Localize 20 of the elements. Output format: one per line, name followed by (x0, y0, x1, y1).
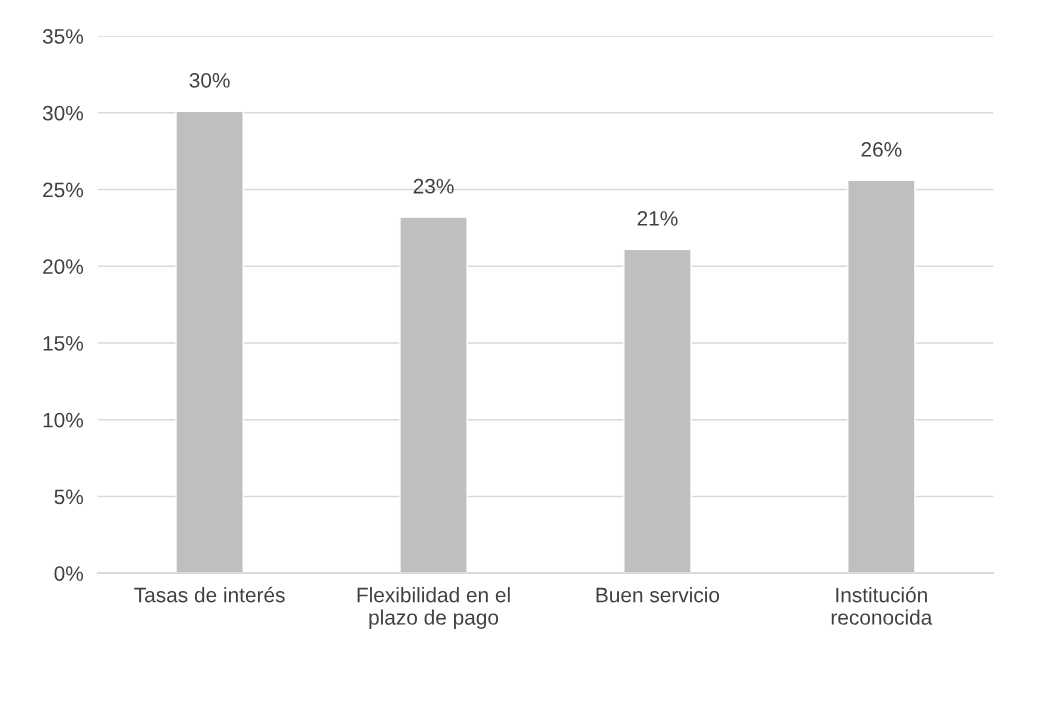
x-tick-label: Tasas de interés (134, 586, 285, 603)
data-label: 23% (413, 178, 454, 194)
y-tick-label: 5% (54, 489, 84, 505)
y-tick-label: 15% (43, 336, 84, 351)
y-tick-label: 35% (42, 29, 84, 44)
data-label: 30% (189, 72, 230, 88)
data-label: 21% (637, 211, 678, 226)
y-tick-label: 20% (43, 259, 84, 275)
x-tick-label: Institución reconocida (831, 586, 933, 625)
data-label: 26% (861, 142, 902, 157)
y-tick-label: 30% (42, 105, 84, 121)
y-tick-label: 25% (43, 182, 84, 198)
bar (175, 110, 244, 574)
y-tick-label: 10% (43, 412, 84, 428)
x-tick-label: Flexibilidad en el plazo de pago (357, 587, 510, 629)
bar (623, 248, 692, 574)
bar (847, 179, 916, 574)
bar (399, 216, 468, 574)
y-tick-label: 0% (54, 566, 84, 581)
x-tick-label: Buen servicio (596, 587, 720, 603)
